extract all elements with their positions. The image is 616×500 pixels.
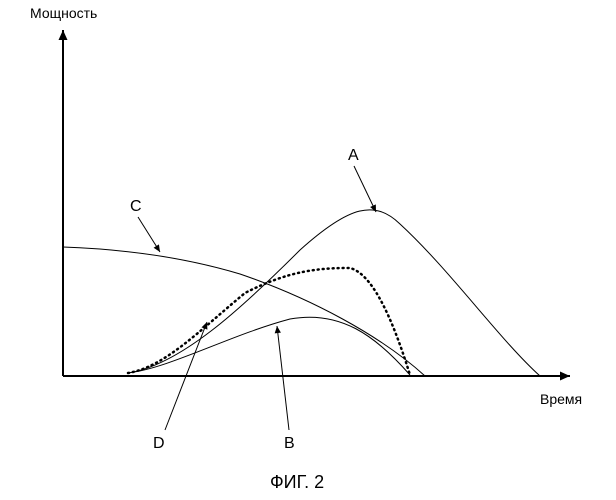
x-axis-label: Время bbox=[540, 391, 582, 407]
curve-A bbox=[128, 210, 540, 376]
arrow-head bbox=[560, 372, 570, 381]
label-C: C bbox=[130, 198, 142, 215]
curve-B bbox=[128, 317, 410, 375]
leader-A bbox=[354, 166, 376, 212]
curve-C bbox=[63, 247, 425, 376]
curve-D bbox=[128, 268, 410, 375]
arrow-head bbox=[154, 244, 160, 252]
label-D: D bbox=[153, 435, 165, 452]
arrow-head bbox=[202, 322, 208, 330]
figure-caption: ФИГ. 2 bbox=[270, 472, 324, 492]
label-B: B bbox=[284, 435, 295, 452]
arrow-head bbox=[275, 326, 281, 333]
leader-B bbox=[277, 326, 289, 430]
label-A: A bbox=[348, 147, 359, 164]
y-axis-label: Мощность bbox=[30, 5, 97, 21]
arrow-head bbox=[59, 30, 68, 40]
